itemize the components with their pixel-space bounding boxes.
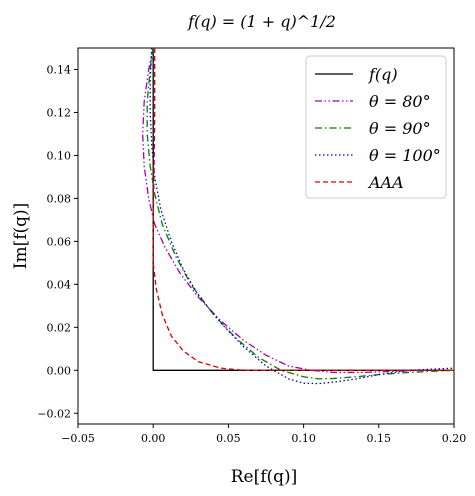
series-layer [142, 48, 454, 385]
legend-label: θ = 90° [369, 119, 431, 138]
y-tick-label: 0.02 [47, 321, 72, 334]
y-tick-label: 0.04 [47, 278, 72, 291]
y-tick-label: 0.00 [47, 364, 72, 377]
series-line-2 [146, 48, 454, 380]
y-axis-label: Im[f(q)] [11, 203, 31, 270]
x-tick-label: 0.15 [367, 432, 392, 445]
legend-label: f(q) [368, 65, 398, 84]
y-tick-label: 0.12 [47, 106, 72, 119]
y-tick-label: 0.10 [47, 149, 72, 162]
x-tick-label: 0.05 [216, 432, 241, 445]
legend-label: θ = 80° [369, 92, 431, 111]
x-tick-label: 0.20 [442, 432, 467, 445]
legend-label: θ = 100° [369, 146, 441, 165]
legend: f(q) θ = 80° θ = 90° θ = 100° AAA [305, 55, 447, 199]
x-tick-label: 0.10 [291, 432, 316, 445]
legend-label: AAA [367, 173, 404, 192]
x-axis-ticks: −0.05 0.00 0.05 0.10 0.15 0.20 [61, 424, 466, 445]
plot-frame [77, 47, 455, 425]
y-tick-label: 0.08 [47, 192, 72, 205]
series-line-3 [149, 48, 454, 385]
x-tick-label: 0.00 [141, 432, 166, 445]
y-tick-label: 0.14 [47, 63, 72, 76]
y-axis-ticks: −0.02 0.00 0.02 0.04 0.06 0.08 0.10 0.12 0.14 [37, 63, 78, 420]
series-line-1 [142, 48, 454, 374]
chart-title: f(q) = (1 + q)^1/2 [187, 12, 336, 31]
y-tick-label: 0.06 [47, 235, 72, 248]
legend-box [305, 55, 447, 199]
x-axis-label: Re[f(q)] [231, 467, 298, 487]
y-tick-label: −0.02 [37, 407, 71, 420]
series-line-4 [152, 48, 454, 371]
x-tick-label: −0.05 [61, 432, 95, 445]
